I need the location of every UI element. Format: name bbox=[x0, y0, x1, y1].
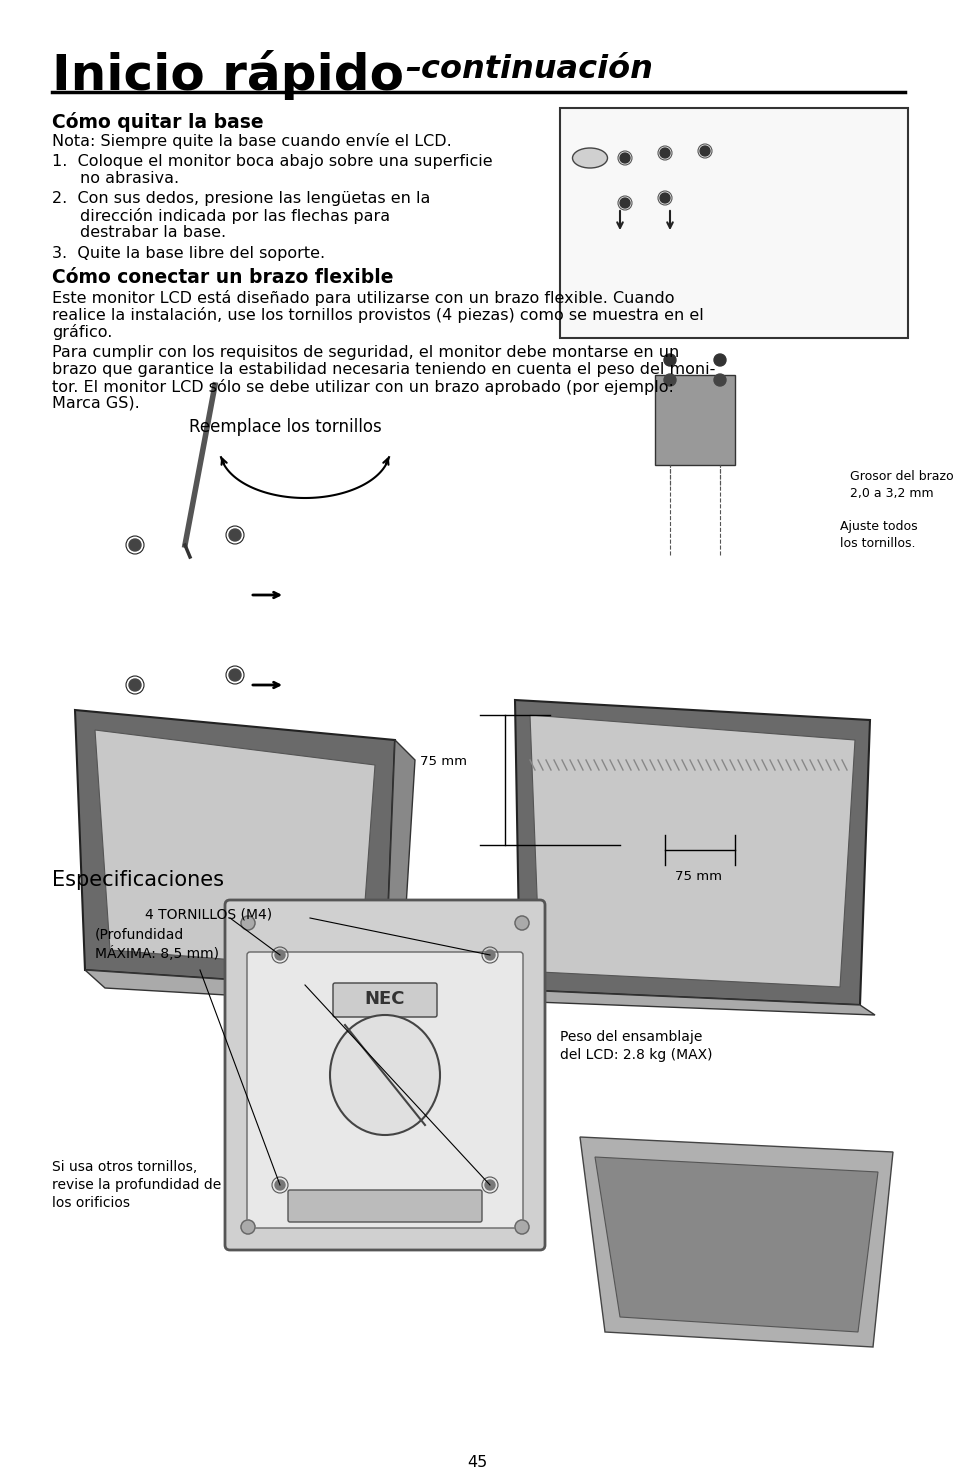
FancyBboxPatch shape bbox=[288, 1190, 481, 1221]
Text: –continuación: –continuación bbox=[405, 55, 652, 86]
Text: realice la instalación, use los tornillos provistos (4 piezas) como se muestra e: realice la instalación, use los tornillo… bbox=[52, 307, 703, 323]
Circle shape bbox=[129, 678, 141, 690]
Text: Este monitor LCD está diseñado para utilizarse con un brazo flexible. Cuando: Este monitor LCD está diseñado para util… bbox=[52, 291, 674, 305]
Text: Grosor del brazo: Grosor del brazo bbox=[849, 471, 953, 482]
Circle shape bbox=[484, 950, 495, 960]
Polygon shape bbox=[595, 1156, 877, 1332]
Text: Reemplace los tornillos: Reemplace los tornillos bbox=[189, 417, 381, 437]
Circle shape bbox=[619, 198, 629, 208]
Text: los orificios: los orificios bbox=[52, 1196, 130, 1210]
Text: Cómo conectar un brazo flexible: Cómo conectar un brazo flexible bbox=[52, 268, 393, 288]
Circle shape bbox=[241, 1220, 254, 1235]
Text: gráfico.: gráfico. bbox=[52, 324, 112, 341]
Circle shape bbox=[274, 950, 285, 960]
Text: MÁXIMA: 8,5 mm): MÁXIMA: 8,5 mm) bbox=[95, 945, 219, 962]
Circle shape bbox=[515, 1220, 529, 1235]
Circle shape bbox=[515, 916, 529, 931]
Circle shape bbox=[659, 193, 669, 204]
Text: no abrasiva.: no abrasiva. bbox=[80, 171, 179, 186]
FancyBboxPatch shape bbox=[247, 951, 522, 1229]
Circle shape bbox=[663, 375, 676, 386]
Text: destrabar la base.: destrabar la base. bbox=[80, 226, 226, 240]
Text: revise la profundidad de: revise la profundidad de bbox=[52, 1179, 221, 1192]
Text: 1.  Coloque el monitor boca abajo sobre una superficie: 1. Coloque el monitor boca abajo sobre u… bbox=[52, 153, 492, 170]
FancyBboxPatch shape bbox=[333, 982, 436, 1016]
Polygon shape bbox=[95, 730, 375, 971]
Circle shape bbox=[229, 670, 241, 681]
Circle shape bbox=[713, 354, 725, 366]
Circle shape bbox=[659, 148, 669, 158]
Text: 75 mm: 75 mm bbox=[419, 755, 467, 768]
FancyBboxPatch shape bbox=[225, 900, 544, 1249]
Bar bbox=[655, 375, 734, 465]
Polygon shape bbox=[519, 990, 874, 1015]
Text: 3.  Quite la base libre del soporte.: 3. Quite la base libre del soporte. bbox=[52, 246, 325, 261]
Text: dirección indicada por las flechas para: dirección indicada por las flechas para bbox=[80, 208, 390, 224]
Circle shape bbox=[619, 153, 629, 164]
Text: 45: 45 bbox=[466, 1454, 487, 1471]
Text: 75 mm: 75 mm bbox=[675, 870, 721, 884]
Text: los tornillos.: los tornillos. bbox=[840, 537, 915, 550]
Text: Cómo quitar la base: Cómo quitar la base bbox=[52, 112, 263, 131]
Text: Si usa otros tornillos,: Si usa otros tornillos, bbox=[52, 1159, 197, 1174]
Text: Ajuste todos: Ajuste todos bbox=[840, 521, 917, 532]
Text: Especificaciones: Especificaciones bbox=[52, 870, 224, 889]
Text: 4 TORNILLOS (M4): 4 TORNILLOS (M4) bbox=[145, 909, 272, 922]
Text: Para cumplir con los requisitos de seguridad, el monitor debe montarse en un: Para cumplir con los requisitos de segur… bbox=[52, 345, 679, 360]
Circle shape bbox=[229, 530, 241, 541]
Circle shape bbox=[663, 354, 676, 366]
Circle shape bbox=[713, 375, 725, 386]
Text: NEC: NEC bbox=[364, 990, 405, 1007]
Polygon shape bbox=[515, 701, 869, 1004]
Text: Inicio rápido: Inicio rápido bbox=[52, 50, 403, 100]
Polygon shape bbox=[579, 1137, 892, 1347]
Text: (Profundidad: (Profundidad bbox=[95, 928, 184, 943]
Text: tor. El monitor LCD sólo se debe utilizar con un brazo aprobado (por ejemplo:: tor. El monitor LCD sólo se debe utiliza… bbox=[52, 379, 673, 395]
Bar bbox=[559, 108, 907, 338]
Circle shape bbox=[484, 1180, 495, 1190]
Ellipse shape bbox=[330, 1015, 439, 1134]
Circle shape bbox=[241, 916, 254, 931]
Text: Peso del ensamblaje: Peso del ensamblaje bbox=[559, 1030, 701, 1044]
Text: brazo que garantice la estabilidad necesaria teniendo en cuenta el peso del moni: brazo que garantice la estabilidad neces… bbox=[52, 361, 715, 378]
Polygon shape bbox=[75, 709, 395, 990]
Circle shape bbox=[700, 146, 709, 156]
Text: del LCD: 2.8 kg (MAX): del LCD: 2.8 kg (MAX) bbox=[559, 1049, 712, 1062]
Ellipse shape bbox=[572, 148, 607, 168]
Text: Marca GS).: Marca GS). bbox=[52, 395, 139, 412]
Text: 2.  Con sus dedos, presione las lengüetas en la: 2. Con sus dedos, presione las lengüetas… bbox=[52, 190, 430, 207]
Polygon shape bbox=[385, 740, 415, 1004]
Polygon shape bbox=[530, 715, 854, 987]
Text: Nota: Siempre quite la base cuando envíe el LCD.: Nota: Siempre quite la base cuando envíe… bbox=[52, 133, 452, 149]
Circle shape bbox=[129, 538, 141, 552]
Polygon shape bbox=[85, 971, 399, 1004]
Text: 2,0 a 3,2 mm: 2,0 a 3,2 mm bbox=[849, 487, 933, 500]
Circle shape bbox=[274, 1180, 285, 1190]
